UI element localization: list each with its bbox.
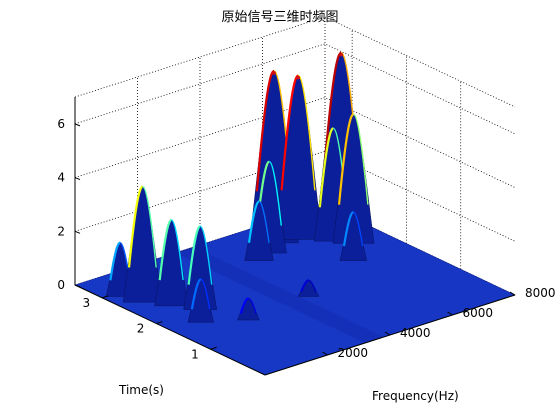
surface-peak: [274, 74, 323, 240]
surface-peak: [297, 279, 320, 297]
x-tick: [509, 291, 516, 296]
axes: 0 2 4 6 1 2 3 2000 4000 6000 8000: [57, 97, 556, 376]
y-tick-label: 1: [191, 347, 199, 361]
peak-rim: [247, 200, 260, 244]
surface-peak: [332, 113, 375, 244]
peak-tip: [296, 75, 300, 80]
axis-labels: Frequency(Hz) Time(s): [118, 383, 459, 403]
peak-rim: [353, 211, 364, 247]
x-tick-label: 8000: [525, 286, 556, 300]
surface-peaks: [105, 51, 375, 323]
grid-line-z: [74, 97, 516, 188]
z-tick-label: 6: [57, 117, 65, 131]
chart-title: 原始信号三维时频图: [221, 10, 339, 25]
x-tick: [447, 311, 453, 316]
peak-rim: [300, 279, 309, 292]
surface-peak: [183, 225, 217, 310]
grid-box-top: [74, 16, 326, 98]
surface-peak: [122, 185, 163, 303]
x-tick-label: 6000: [463, 306, 494, 320]
peak-rim: [127, 185, 144, 268]
x-tick-label: 2000: [338, 346, 369, 360]
peak-rim: [142, 185, 157, 268]
peak-body: [122, 186, 163, 303]
y-axis-label: Time(s): [118, 383, 164, 397]
surface-peak: [244, 200, 274, 261]
grid-line-z: [74, 150, 516, 242]
peak-rim: [171, 219, 184, 281]
z-tick: [74, 230, 81, 234]
peak-rim: [248, 297, 257, 314]
x-tick: [322, 351, 328, 356]
surface-peak: [154, 218, 189, 307]
peak-rim: [187, 225, 201, 285]
peak-rim: [308, 279, 317, 292]
z-tick-label: 0: [57, 278, 65, 292]
peak-rim: [200, 278, 211, 310]
peak-rim: [353, 113, 369, 205]
surface-peak: [339, 211, 367, 261]
x-axis-label: Frequency(Hz): [372, 389, 459, 403]
z-tick: [74, 123, 81, 127]
peak-rim: [199, 225, 213, 285]
x-tick-label: 4000: [400, 326, 431, 340]
peak-tip: [272, 71, 276, 75]
y-tick: [210, 346, 217, 350]
surface-peak: [187, 278, 215, 323]
peak-rim: [109, 241, 121, 281]
x-tick: [384, 331, 391, 336]
peak-rim: [318, 127, 334, 208]
peak-tip: [339, 52, 343, 57]
peak-rim: [258, 200, 270, 243]
peak-rim: [158, 218, 172, 281]
grid-box-top: [324, 16, 516, 108]
grid-line-z: [74, 43, 516, 135]
peak-rim: [239, 297, 249, 314]
surface-peak: [237, 297, 260, 321]
y-tick-label: 3: [83, 296, 91, 310]
z-tick-label: 2: [57, 224, 65, 238]
z-tick-label: 4: [57, 171, 65, 185]
z-tick: [74, 177, 81, 181]
y-axis: [74, 284, 266, 376]
peak-rim: [268, 160, 282, 226]
peak-rim: [337, 113, 354, 205]
peak-rim: [190, 278, 202, 310]
y-tick: [156, 321, 163, 325]
peak-rim: [342, 211, 354, 247]
y-tick-label: 2: [137, 322, 145, 336]
y-tick: [101, 295, 109, 299]
